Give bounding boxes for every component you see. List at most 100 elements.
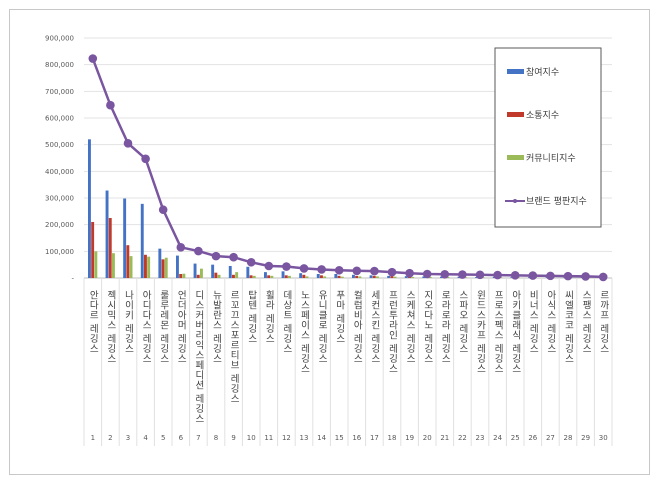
category-label: 지오다노 레깅스 [422, 290, 433, 364]
line-point [106, 100, 115, 110]
line-point [229, 252, 238, 262]
line-point [422, 269, 432, 279]
bar-소통지수 [179, 274, 183, 278]
line-point [176, 243, 186, 252]
legend-box [494, 47, 602, 228]
bar-커뮤니티지수 [464, 277, 467, 278]
bar-소통지수 [337, 275, 341, 278]
bar-참여지수 [193, 263, 197, 278]
category-label: 언더아머 레깅스 [175, 289, 186, 363]
bar-참여지수 [228, 266, 232, 278]
category-label: 데상트 레깅스 [281, 290, 292, 354]
bar-커뮤니티지수 [217, 274, 221, 278]
legend-label: 커뮤니티지수 [526, 153, 576, 164]
bar-참여지수 [457, 276, 461, 278]
bar-소통지수 [320, 275, 323, 278]
bar-참여지수 [404, 276, 408, 278]
bar-참여지수 [105, 190, 109, 278]
bar-소통지수 [232, 274, 235, 278]
rank-label: 25 [511, 434, 520, 442]
category-label: 르까프 레깅스 [598, 290, 609, 354]
rank-label: 9 [231, 434, 235, 442]
rank-label: 12 [282, 434, 291, 442]
legend-label: 참여지수 [526, 66, 559, 78]
rank-label: 10 [247, 434, 256, 442]
bar-커뮤니티지수 [411, 276, 415, 278]
rank-label: 21 [440, 434, 449, 442]
bar-소통지수 [390, 276, 394, 278]
rank-label: 2 [108, 434, 112, 442]
line-point [370, 266, 379, 276]
bar-소통지수 [161, 259, 165, 278]
rank-label: 1 [91, 434, 95, 442]
bar-참여지수 [352, 274, 355, 278]
bar-참여지수 [440, 276, 443, 278]
rank-label: 28 [564, 434, 573, 442]
line-point [317, 265, 326, 274]
bar-참여지수 [246, 266, 250, 278]
rank-label: 18 [388, 434, 397, 442]
line-point [352, 266, 362, 276]
bar-커뮤니티지수 [147, 256, 151, 278]
category-label: 안다르 레깅스 [87, 290, 98, 354]
bar-커뮤니티지수 [323, 276, 327, 278]
rank-label: 3 [126, 434, 130, 442]
category-label: 디스커버리익스페디션 레깅스 [193, 290, 204, 424]
line-point [334, 265, 344, 275]
rank-label: 13 [300, 434, 309, 442]
bar-참여지수 [158, 248, 162, 278]
bar-커뮤니티지수 [376, 276, 379, 278]
y-tick-label: 700,000 [45, 88, 74, 96]
category-label: 윈드스카프 레깅스 [475, 290, 486, 374]
rank-label: 29 [581, 434, 590, 442]
category-label: 로라로라 레깅스 [439, 290, 450, 364]
rank-label: 4 [143, 434, 148, 442]
line-point [387, 267, 397, 277]
category-label: 르꼬끄스포르티브 레깅스 [228, 290, 239, 404]
rank-label: 17 [370, 434, 379, 442]
bar-커뮤니티지수 [129, 256, 133, 278]
line-point [581, 272, 590, 281]
line-point [510, 271, 520, 280]
bar-소통지수 [108, 218, 112, 278]
bar-소통지수 [267, 275, 271, 278]
bar-커뮤니티지수 [164, 257, 168, 278]
bar-커뮤니티지수 [112, 253, 115, 278]
category-label: 비너스 레깅스 [527, 290, 538, 354]
y-tick-label: - [71, 275, 74, 283]
category-label: 스케쳐스 레깅스 [404, 290, 415, 364]
y-tick-label: 800,000 [45, 61, 74, 69]
bar-커뮤니티지수 [358, 276, 362, 278]
rank-label: 22 [458, 434, 467, 442]
rank-label: 30 [599, 434, 608, 442]
line-point [493, 270, 502, 280]
legend-swatch [507, 112, 524, 117]
bar-커뮤니티지수 [182, 273, 186, 278]
line-point [475, 270, 485, 280]
bar-커뮤니티지수 [288, 275, 291, 278]
legend-swatch [507, 155, 524, 160]
category-label: 아키클래식 레깅스 [510, 290, 521, 374]
line-point [563, 271, 573, 281]
category-label: 씨엘코코 레깅스 [563, 290, 574, 364]
bar-커뮤니티지수 [94, 251, 98, 278]
bar-소통지수 [144, 254, 147, 278]
line-point [458, 270, 467, 279]
bar-커뮤니티지수 [305, 276, 309, 278]
y-tick-label: 400,000 [45, 168, 74, 176]
bar-커뮤니티지수 [428, 276, 432, 278]
rank-label: 19 [405, 434, 414, 442]
bar-참여지수 [140, 203, 144, 278]
category-label: 푸마 레깅스 [334, 290, 345, 344]
bar-참여지수 [369, 275, 373, 278]
line-point [88, 54, 98, 63]
category-label: 유니클로 레깅스 [316, 290, 327, 364]
bar-소통지수 [355, 275, 359, 278]
line-point [141, 154, 150, 164]
bar-참여지수 [316, 274, 320, 278]
rank-label: 26 [528, 434, 537, 442]
category-label: 휠라 레깅스 [263, 289, 274, 343]
line-point [598, 272, 608, 282]
line-point [246, 257, 256, 267]
line-point [123, 139, 133, 148]
